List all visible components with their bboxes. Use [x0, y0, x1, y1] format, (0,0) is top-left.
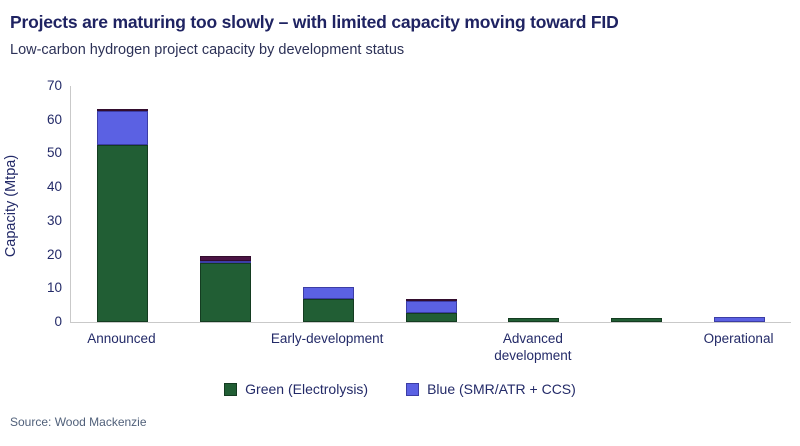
y-tick-label: 20: [46, 246, 62, 262]
legend-swatch-icon: [406, 382, 420, 396]
bar-segment-series-0: [199, 263, 251, 322]
x-axis-labels: Announced Early-development Advanced devel…: [70, 330, 790, 370]
bar-segment-series-0: [611, 318, 663, 322]
y-tick-label: 40: [46, 179, 62, 195]
y-tick-label: 60: [46, 111, 62, 127]
page-subtitle: Low-carbon hydrogen project capacity by …: [10, 42, 405, 58]
bar-advanced-development: [508, 318, 560, 322]
x-axis-label: Announced: [87, 331, 156, 346]
bar-segment-series-1: [714, 317, 766, 322]
y-tick-label: 0: [54, 314, 62, 329]
plot-area: [70, 86, 791, 323]
bar-segment-series-0: [302, 299, 354, 322]
bar-segment-series-0: [508, 318, 560, 322]
bar-unlabeled-5: [611, 318, 663, 322]
bar-segment-series-1: [405, 301, 457, 313]
bar-segment-series-2: [199, 256, 251, 261]
y-tick-label: 10: [46, 280, 62, 296]
x-axis-label: Operational: [703, 331, 774, 346]
bar-segment-series-1: [96, 111, 148, 145]
legend-item: Green (Electrolysis): [224, 381, 368, 397]
bar-unlabeled-3: [405, 299, 457, 322]
bar-segment-series-2: [405, 299, 457, 301]
bar-segment-series-0: [96, 145, 148, 322]
y-axis-ticks: 0 10 20 30 40 50 60 70: [0, 78, 62, 329]
bar-operational: [714, 317, 766, 322]
legend: Green (Electrolysis) Blue (SMR/ATR + CCS): [0, 379, 800, 399]
x-axis-label: Advanced development: [494, 331, 572, 363]
source-note: Source: Wood Mackenzie: [10, 415, 147, 429]
bar-segment-series-1: [302, 287, 354, 299]
bar-unlabeled-1: [199, 256, 251, 322]
y-tick-label: 70: [46, 78, 62, 93]
legend-swatch-icon: [224, 382, 238, 396]
legend-item: Blue (SMR/ATR + CCS): [406, 381, 576, 397]
page-title: Projects are maturing too slowly – with …: [10, 12, 619, 32]
legend-label: Green (Electrolysis): [245, 381, 369, 397]
x-axis-label: Early-development: [270, 331, 384, 346]
bar-segment-series-1: [199, 261, 251, 263]
bar-early-development: [302, 287, 354, 322]
legend-label: Blue (SMR/ATR + CCS): [427, 381, 576, 397]
bar-segment-series-2: [96, 109, 148, 111]
y-tick-label: 30: [46, 212, 62, 228]
bar-segment-series-0: [405, 313, 457, 322]
bar-announced: [96, 109, 148, 322]
y-tick-label: 50: [46, 145, 62, 161]
